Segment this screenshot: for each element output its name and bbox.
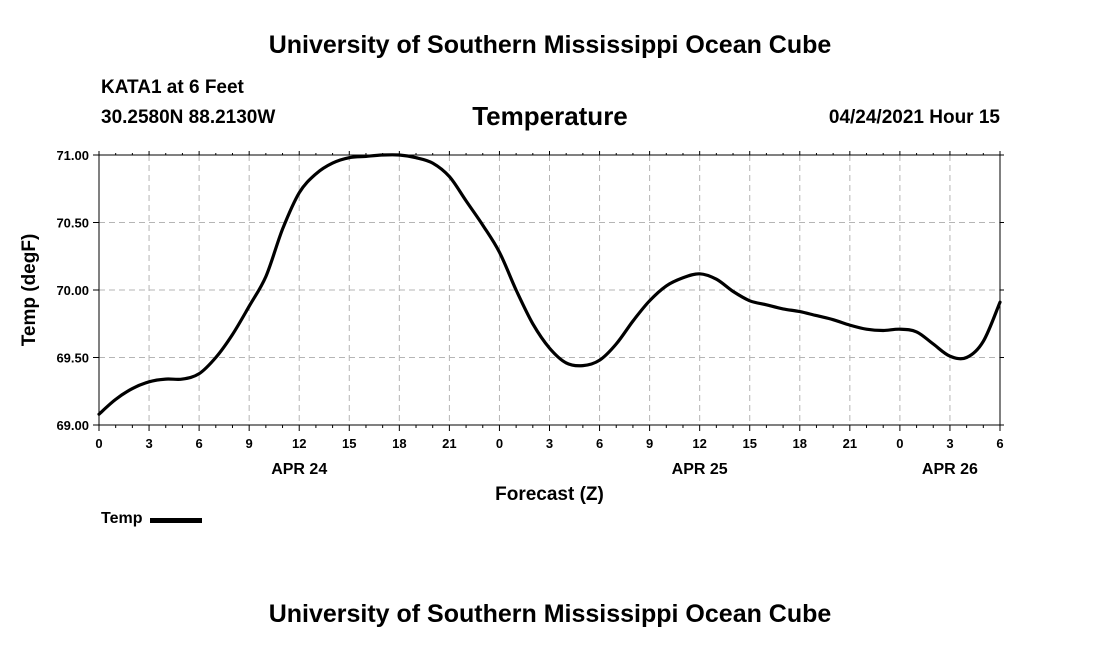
x-tick-label: 18 [392,436,406,451]
x-tick-label: 21 [442,436,456,451]
y-tick-label: 69.00 [56,418,89,433]
x-tick-labels: 0 3 6 9 12 15 18 21 0 3 6 9 12 15 18 21 0 3 6 [95,436,1003,451]
x-tick-label: 15 [342,436,356,451]
date-labels: APR 24 APR 25 APR 26 [271,461,978,478]
x-tick-label: 0 [896,436,903,451]
forecast-datetime: 04/24/2021 Hour 15 [828,107,1000,128]
y-axis-label: Temp (degF) [19,234,40,347]
x-tick-label: 18 [793,436,807,451]
temp-series-line [97,153,1002,416]
y-tick-label: 71.00 [56,148,89,163]
chart-title: Temperature [472,101,628,131]
footer-title: University of Southern Mississippi Ocean… [268,600,832,628]
legend-label: Temp [101,510,143,527]
y-tick-label: 70.00 [56,283,89,298]
x-axis-label: Forecast (Z) [495,484,604,505]
x-tick-label: 9 [646,436,653,451]
x-tick-label: 12 [692,436,706,451]
chart-legend: Temp [101,510,203,528]
chart-grid [99,155,1000,425]
x-tick-label: 3 [946,436,953,451]
x-tick-label: 6 [996,436,1003,451]
x-tick-label: 6 [596,436,603,451]
x-tick-label: 0 [496,436,503,451]
page-title: University of Southern Mississippi Ocean… [268,31,832,59]
station-coordinates: 30.2580N 88.2130W [101,107,276,128]
y-tick-label: 70.50 [56,216,89,231]
date-label: APR 26 [922,461,978,478]
x-tick-label: 0 [95,436,102,451]
x-tick-label: 3 [145,436,152,451]
date-label: APR 25 [672,461,728,478]
x-tick-label: 6 [195,436,202,451]
date-label: APR 24 [271,461,327,478]
x-tick-label: 15 [742,436,756,451]
x-tick-label: 12 [292,436,306,451]
y-tick-label: 69.50 [56,351,89,366]
x-tick-label: 3 [546,436,553,451]
axis-ticks [93,151,1004,431]
x-tick-label: 9 [246,436,253,451]
y-tick-labels: 69.00 69.50 70.00 70.50 71.00 [56,148,89,433]
station-label: KATA1 at 6 Feet [101,77,244,98]
legend-line-swatch [150,518,203,523]
x-tick-label: 21 [843,436,857,451]
